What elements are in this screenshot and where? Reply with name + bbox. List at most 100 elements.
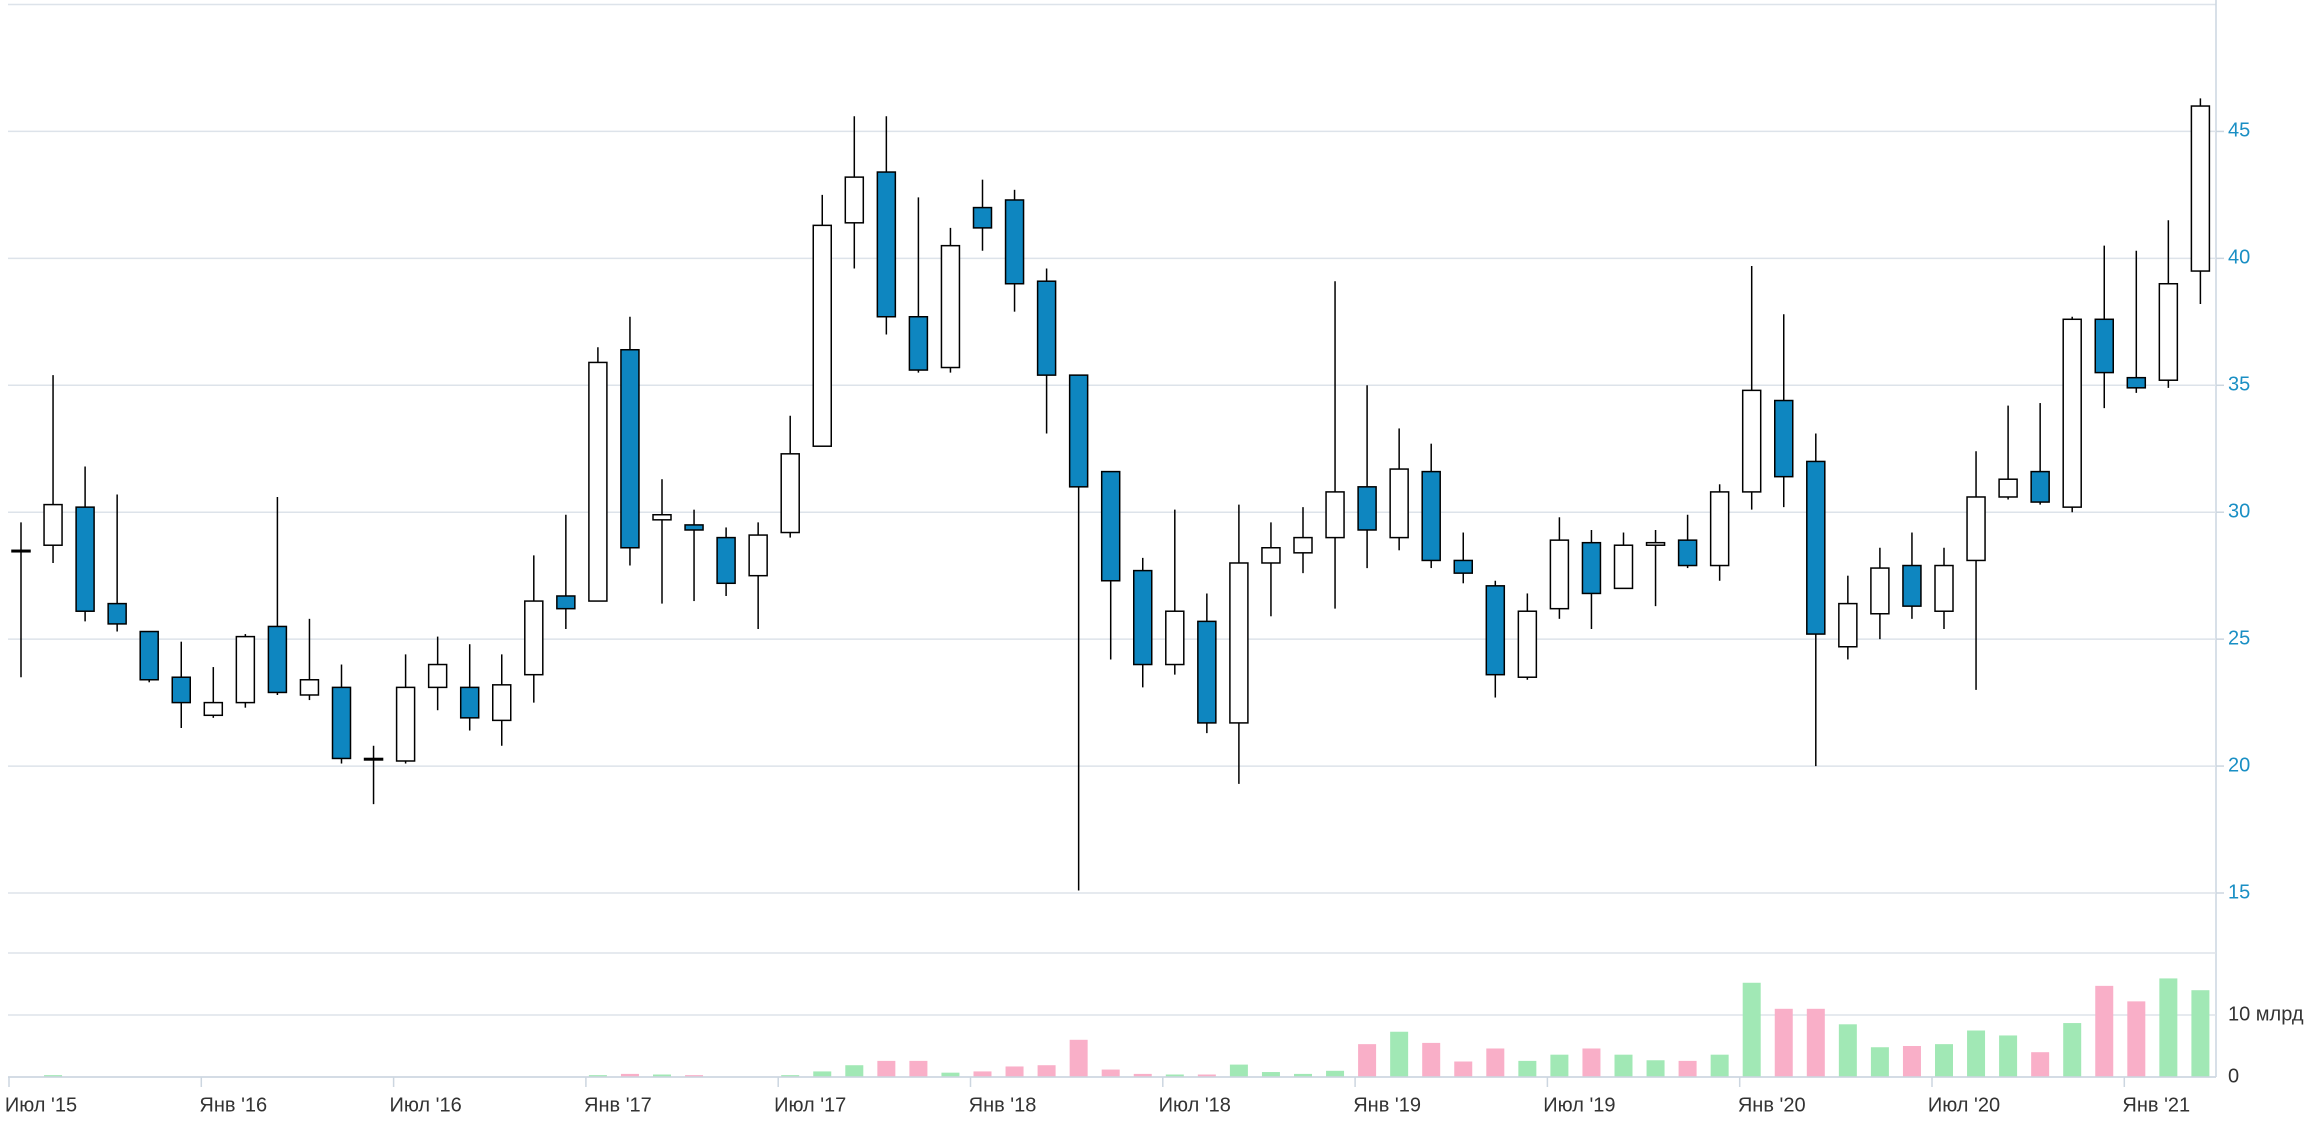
volume-bar	[941, 1072, 960, 1077]
volume-bar	[2191, 990, 2210, 1077]
volume-bar	[1197, 1074, 1216, 1077]
y-tick-label: 15	[2228, 881, 2250, 903]
x-tick-label: Янв '20	[1738, 1094, 1806, 1116]
volume-bar	[1774, 1008, 1793, 1077]
candle-body	[1485, 585, 1506, 676]
volume-bar	[1870, 1047, 1889, 1077]
candle-body	[876, 171, 897, 318]
candle-body	[1645, 541, 1666, 546]
volume-bar	[1935, 1044, 1953, 1077]
candle-body	[972, 206, 993, 229]
volume-bar	[1069, 1039, 1088, 1077]
candle-body	[139, 630, 159, 681]
candle-body	[1709, 491, 1730, 567]
candle-body	[107, 602, 127, 625]
volume-bar	[1550, 1054, 1569, 1077]
candle-body	[620, 348, 640, 549]
candle-body	[1998, 478, 2018, 498]
volume-bar	[1518, 1060, 1537, 1077]
candle-body	[43, 503, 63, 546]
candle-body	[171, 676, 191, 704]
candle-body	[1100, 470, 1121, 582]
candle-body	[2190, 105, 2211, 272]
candle-body	[203, 701, 224, 717]
volume-bar	[845, 1065, 864, 1077]
candle-body	[75, 506, 95, 612]
candle-body	[524, 600, 544, 676]
volume-bar	[909, 1060, 928, 1077]
candle-body	[1677, 539, 1698, 567]
candle-body	[2094, 318, 2114, 374]
candle-body	[1197, 620, 1217, 724]
candle-body	[780, 453, 800, 534]
x-tick-label: Июл '17	[774, 1094, 846, 1116]
volume-bar	[781, 1075, 800, 1077]
y-tick-label: 25	[2228, 627, 2250, 649]
x-tick-label: Янв '16	[199, 1094, 267, 1116]
volume-bar	[877, 1060, 896, 1077]
candle-body	[940, 244, 961, 369]
volume-bar	[2063, 1023, 2082, 1077]
volume-bar	[1742, 982, 1761, 1077]
volume-bar	[1390, 1031, 1409, 1077]
candle-body	[267, 625, 288, 694]
volume-bar	[2159, 978, 2178, 1077]
x-tick-label: Июл '18	[1159, 1094, 1231, 1116]
volume-bar	[44, 1075, 63, 1077]
x-tick-label: Янв '19	[1353, 1094, 1421, 1116]
candle-body	[908, 315, 929, 371]
candle-body	[1549, 539, 1570, 610]
volume-bar	[973, 1071, 992, 1077]
x-tick-label: Янв '21	[2122, 1094, 2190, 1116]
volume-bar	[1165, 1074, 1184, 1077]
candle-body	[395, 686, 416, 762]
candle-body	[1357, 486, 1377, 531]
candle-body	[1838, 602, 1858, 648]
x-tick-label: Янв '17	[584, 1094, 652, 1116]
x-tick-label: Июл '19	[1543, 1094, 1615, 1116]
candle-body	[588, 361, 608, 602]
candle-body	[1581, 541, 1602, 595]
y-tick-label: 40	[2228, 247, 2250, 269]
y-tick-label: 20	[2228, 754, 2250, 776]
candle-body	[2158, 282, 2179, 381]
y-tick-label: 30	[2228, 500, 2250, 522]
volume-bar	[1678, 1060, 1697, 1077]
y-tick-label: 35	[2228, 374, 2250, 396]
candle-body	[1389, 468, 1409, 539]
volume-bar	[1229, 1064, 1248, 1077]
volume-bar	[1999, 1035, 2018, 1077]
candle-body	[1325, 491, 1345, 539]
volume-bar	[685, 1075, 704, 1077]
y-tick-label: 45	[2228, 120, 2250, 142]
candle-body	[1934, 564, 1954, 612]
candle-body	[556, 595, 576, 610]
candle-body	[331, 686, 352, 760]
volume-bar	[1422, 1042, 1441, 1077]
candle-body	[1229, 562, 1249, 724]
volume-bar	[1806, 1008, 1825, 1077]
candle-body	[1774, 399, 1794, 478]
candle-body	[235, 635, 256, 704]
candle-body	[1165, 610, 1185, 666]
candle-body	[812, 224, 832, 447]
candle-body	[748, 534, 768, 577]
volume-bar	[1326, 1070, 1345, 1077]
volume-bar	[2031, 1052, 2050, 1077]
volume-bar	[1005, 1066, 1024, 1077]
volume-bar	[2127, 1001, 2146, 1077]
candle-body	[363, 757, 384, 761]
volume-bar	[2095, 985, 2114, 1077]
candle-body	[1453, 559, 1473, 574]
x-tick-label: Июл '20	[1928, 1094, 2000, 1116]
candle-body	[844, 176, 865, 224]
volume-bar	[1582, 1048, 1601, 1077]
volume-bar	[653, 1074, 671, 1077]
volume-bar	[1486, 1048, 1505, 1077]
volume-bar	[1101, 1069, 1120, 1077]
volume-tick-label: 0	[2228, 1065, 2239, 1087]
candle-body	[1261, 547, 1281, 564]
candle-body	[1966, 496, 1986, 562]
volume-bar	[1133, 1073, 1152, 1077]
volume-bar	[1646, 1060, 1665, 1077]
